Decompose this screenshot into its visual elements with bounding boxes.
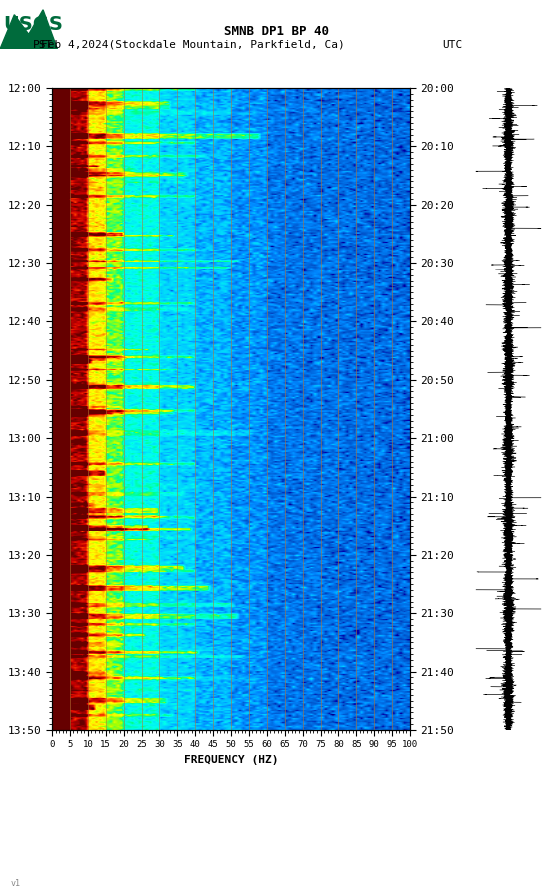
Text: PST: PST [33,39,54,50]
Text: SMNB DP1 BP 40: SMNB DP1 BP 40 [224,25,328,38]
Text: USGS: USGS [4,15,63,34]
Text: UTC: UTC [443,39,463,50]
Polygon shape [0,10,57,49]
X-axis label: FREQUENCY (HZ): FREQUENCY (HZ) [184,755,278,765]
Text: v1: v1 [11,879,21,888]
Text: Feb 4,2024(Stockdale Mountain, Parkfield, Ca): Feb 4,2024(Stockdale Mountain, Parkfield… [41,39,345,50]
